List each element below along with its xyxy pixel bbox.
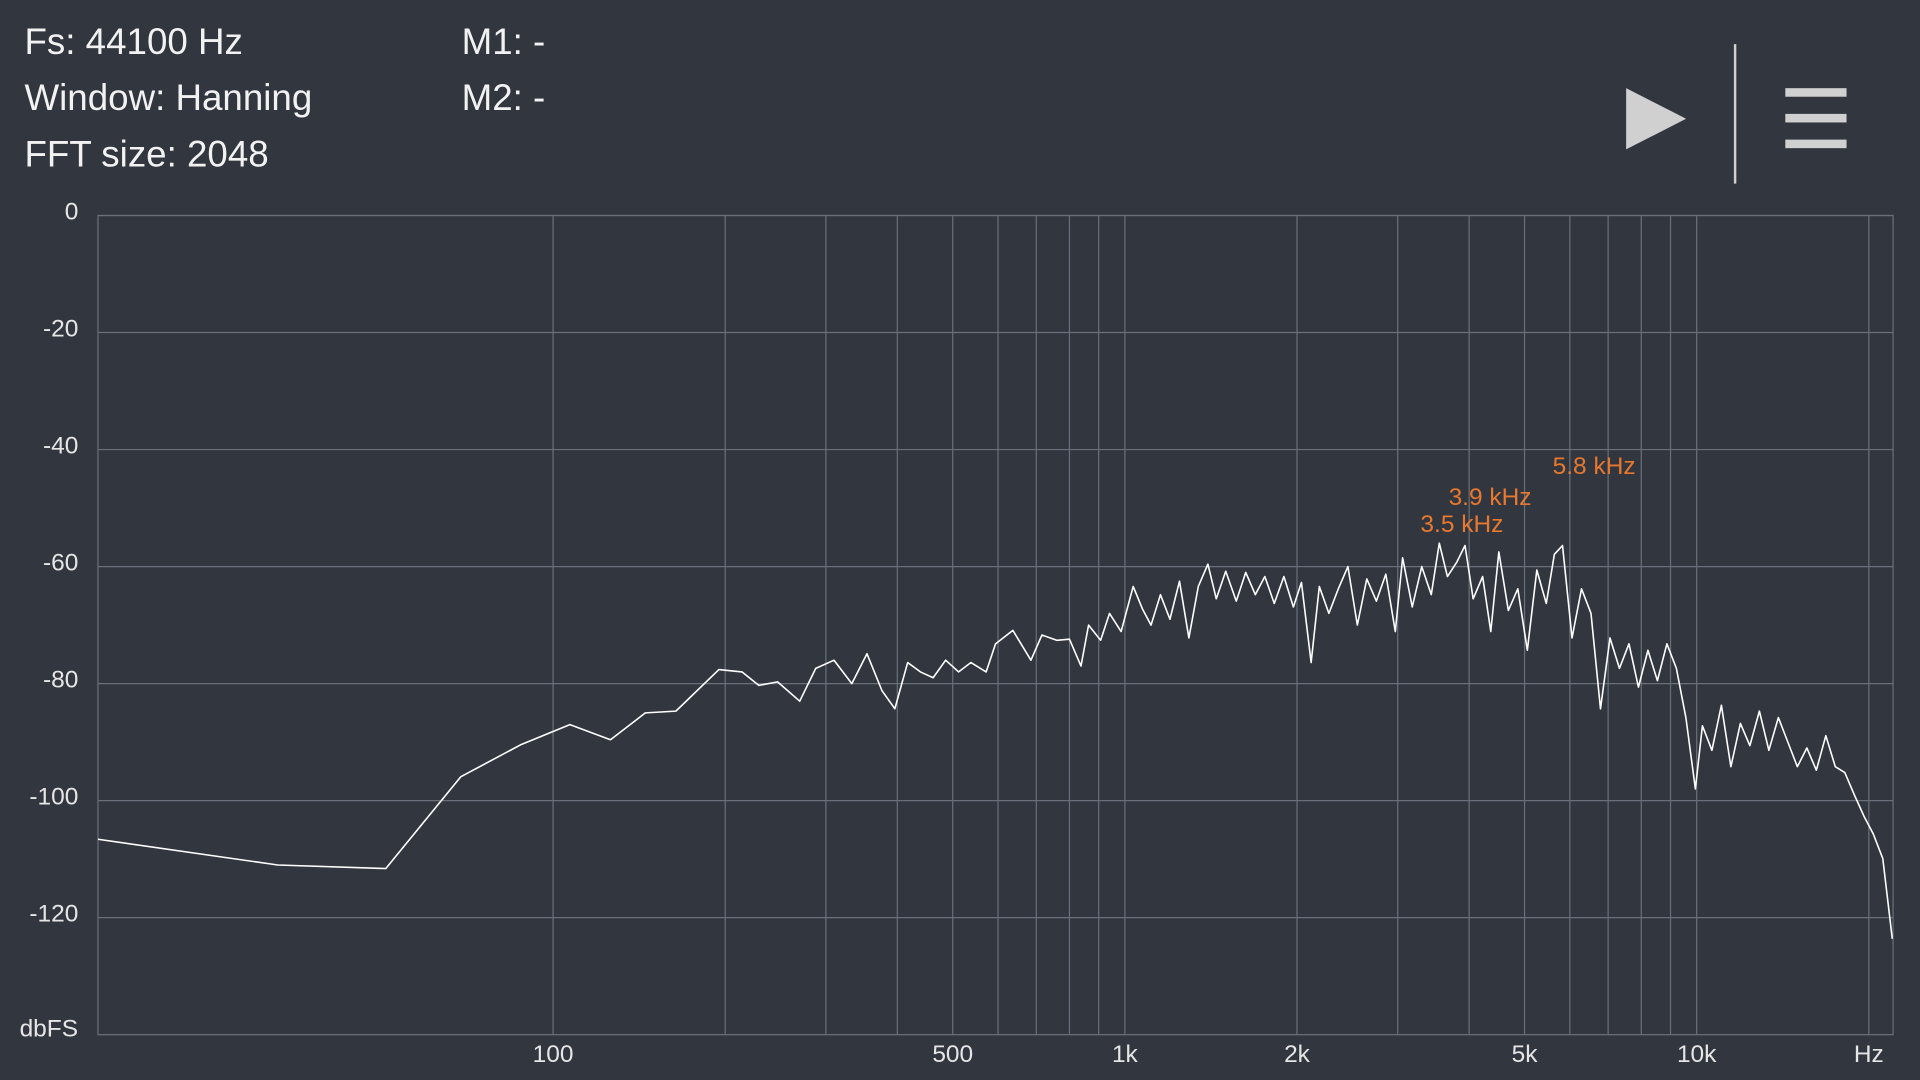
fft-size: FFT size: 2048 <box>24 133 268 174</box>
y-tick-label: 0 <box>65 199 79 226</box>
spectrum-line <box>97 542 1894 939</box>
x-tick-label: 500 <box>932 1041 973 1068</box>
y-axis-label: dbFS <box>20 1015 78 1042</box>
x-tick-label: Hz <box>1854 1041 1884 1068</box>
x-tick-label: 5k <box>1512 1041 1539 1068</box>
sample-rate: Fs: 44100 Hz <box>24 21 242 62</box>
x-tick-label: 2k <box>1284 1041 1311 1068</box>
peak-annotation: 3.5 kHz <box>1420 511 1503 538</box>
peak-annotation: 3.9 kHz <box>1449 484 1532 511</box>
y-tick-label: -80 <box>43 667 78 694</box>
x-tick-label: 1k <box>1112 1041 1139 1068</box>
peak-annotation: 5.8 kHz <box>1553 453 1636 480</box>
y-tick-label: -120 <box>29 901 78 928</box>
y-tick-label: -40 <box>43 433 78 460</box>
window-type: Window: Hanning <box>24 77 312 118</box>
marker-1[interactable]: M1: - <box>462 21 546 62</box>
x-tick-label: 10k <box>1677 1041 1717 1068</box>
y-tick-label: -60 <box>43 550 78 577</box>
y-tick-label: -100 <box>29 784 78 811</box>
play-button[interactable] <box>1626 88 1687 150</box>
menu-button[interactable] <box>1785 88 1847 149</box>
x-tick-label: 100 <box>533 1041 574 1068</box>
y-tick-label: -20 <box>43 316 78 343</box>
marker-2[interactable]: M2: - <box>462 77 546 118</box>
